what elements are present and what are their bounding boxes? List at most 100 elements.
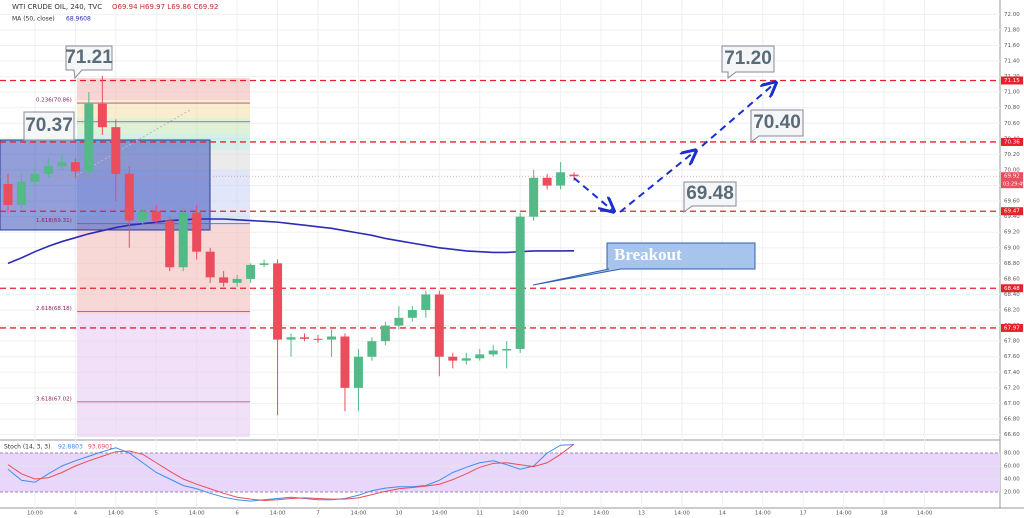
y-tick-label: 67.60 <box>1004 354 1020 360</box>
candle-body <box>380 325 390 342</box>
breakout-text: Breakout <box>614 245 682 264</box>
range-box <box>0 139 211 231</box>
stoch-tick-label: 20.00 <box>1004 490 1020 496</box>
x-tick-label: 14:00 <box>917 511 933 517</box>
candle-body <box>461 358 471 361</box>
stoch-d-value: 93.6901 <box>88 444 113 451</box>
candle-body <box>515 216 525 349</box>
x-tick-label: 14 <box>719 511 726 517</box>
fib-band <box>77 314 250 437</box>
x-tick-label: 14:00 <box>431 511 447 517</box>
candle-body <box>178 212 188 268</box>
fib-band <box>77 100 250 118</box>
candle-body <box>434 294 444 357</box>
candle-body <box>30 173 40 182</box>
fib-band <box>77 78 250 100</box>
x-tick-label: 14:00 <box>836 511 852 517</box>
y-tick-label: 67.00 <box>1004 401 1020 407</box>
y-tick-label: 71.80 <box>1004 27 1020 33</box>
candle-body <box>57 162 67 167</box>
annotation-text: 70.40 <box>753 112 801 133</box>
candle-body <box>488 350 498 355</box>
x-tick-label: 7 <box>316 511 320 517</box>
candle-body <box>70 162 80 172</box>
fib-label: 3.618(67.02) <box>36 396 72 402</box>
level-tag <box>1001 284 1023 293</box>
x-tick-label: 14:00 <box>108 511 124 517</box>
x-tick-label: 13 <box>638 511 645 517</box>
y-tick-label: 71.60 <box>1004 43 1020 49</box>
ohlc-label: O69.94 H69.97 L69.86 C69.92 <box>112 3 218 11</box>
annotation: 69.48 <box>683 181 737 213</box>
level-tag <box>1001 76 1023 85</box>
x-tick-label: 10:00 <box>27 511 43 517</box>
annotation: 71.21 <box>65 45 113 80</box>
annotation-text: 70.37 <box>25 115 73 136</box>
countdown-label: 03:29:49 <box>1003 182 1024 188</box>
level-tag <box>1001 323 1023 332</box>
candle-body <box>219 277 229 283</box>
annotation: 70.37 <box>23 111 75 141</box>
y-tick-label: 67.20 <box>1004 385 1020 391</box>
annotation-text: 71.20 <box>724 48 772 69</box>
x-tick-label: 14:00 <box>674 511 690 517</box>
x-tick-label: 11 <box>476 511 483 517</box>
candle-body <box>3 183 13 205</box>
candle-body <box>475 354 485 359</box>
stoch-k-value: 92.8803 <box>58 444 83 451</box>
chart-title: WTI CRUDE OIL, 240, TVC <box>12 3 102 11</box>
candle-body <box>502 348 512 351</box>
y-tick-label: 68.80 <box>1004 261 1020 267</box>
fib-label: 2.618(68.18) <box>36 306 72 312</box>
candle-body <box>273 263 283 340</box>
candle-body <box>43 166 53 174</box>
y-tick-label: 66.60 <box>1004 432 1020 438</box>
x-tick-label: 12 <box>557 511 564 517</box>
y-tick-label: 68.40 <box>1004 292 1020 298</box>
level-label: 68.48 <box>1004 286 1020 292</box>
y-tick-label: 68.20 <box>1004 308 1020 314</box>
annotation-text: 71.21 <box>65 47 113 68</box>
breakout-callout: Breakout <box>532 242 756 286</box>
y-tick-label: 70.80 <box>1004 105 1020 111</box>
candle-body <box>542 177 552 186</box>
x-tick-label: 14:00 <box>755 511 771 517</box>
candle-body <box>313 338 323 340</box>
x-tick-label: 17 <box>800 511 807 517</box>
annotation-text: 69.48 <box>686 183 734 204</box>
candle-body <box>246 264 256 279</box>
y-tick-label: 69.60 <box>1004 199 1020 205</box>
annotation: 71.20 <box>721 45 775 79</box>
candle-body <box>556 172 566 186</box>
candle-body <box>367 341 377 357</box>
candle-body <box>286 337 296 340</box>
current-price-label: 69.92 <box>1004 174 1020 180</box>
candle-body <box>407 310 417 318</box>
candle-body <box>448 356 458 361</box>
level-label: 69.47 <box>1004 209 1020 215</box>
y-tick-label: 72.00 <box>1004 12 1020 18</box>
y-tick-label: 69.40 <box>1004 214 1020 220</box>
fib-label: 1.618(69.31) <box>36 218 72 224</box>
stoch-label: Stoch (14, 3, 3) <box>4 444 50 451</box>
y-tick-label: 70.60 <box>1004 121 1020 127</box>
candle-body <box>124 173 134 221</box>
x-tick-label: 18 <box>881 511 888 517</box>
y-tick-label: 70.20 <box>1004 152 1020 158</box>
x-tick-label: 14:00 <box>189 511 205 517</box>
stoch-tick-label: 80.00 <box>1004 451 1020 457</box>
x-tick-label: 6 <box>235 511 239 517</box>
ma-label: MA (50, close) <box>12 16 55 23</box>
fib-zone <box>77 78 250 437</box>
stoch-band <box>0 453 1000 492</box>
level-label: 71.15 <box>1004 78 1020 84</box>
y-tick-label: 71.40 <box>1004 59 1020 65</box>
projection-arrows <box>573 84 774 212</box>
candle-body <box>340 336 350 388</box>
x-tick-label: 5 <box>155 511 159 517</box>
candle-body <box>300 337 310 339</box>
fib-label: 0.236(70.86) <box>36 98 72 104</box>
stoch-tick-label: 60.00 <box>1004 464 1020 470</box>
y-tick-label: 67.80 <box>1004 339 1020 345</box>
candle-body <box>394 317 404 326</box>
